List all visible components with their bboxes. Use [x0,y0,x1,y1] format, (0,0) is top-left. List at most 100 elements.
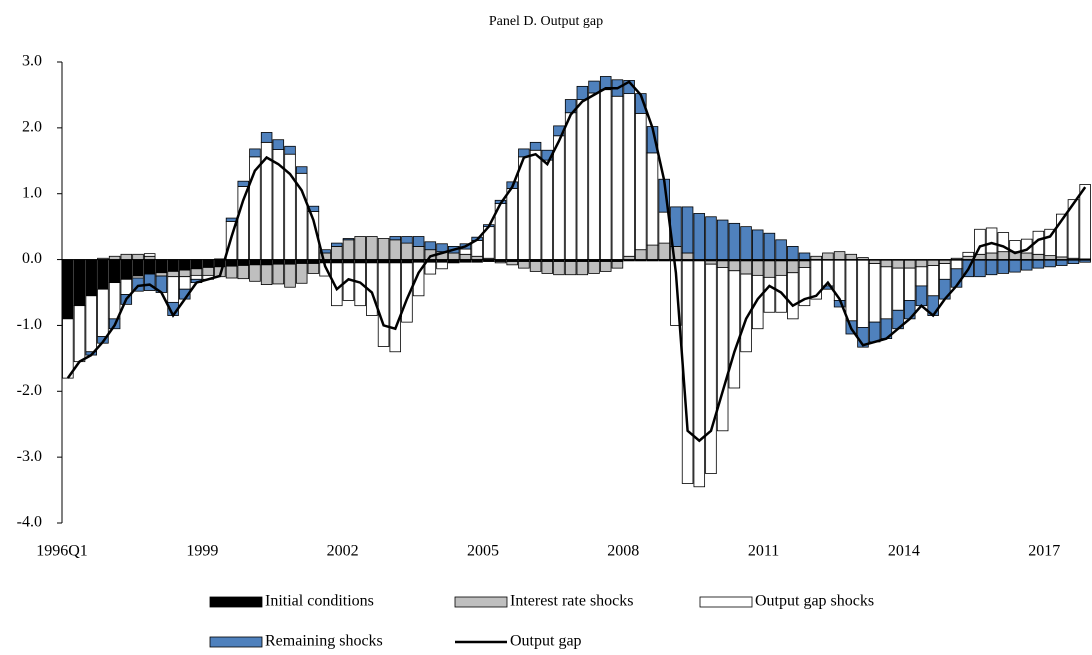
bar [787,245,799,260]
bar [190,259,203,270]
bar [447,261,460,264]
y-tick-label: -1.0 [17,316,42,333]
bar [740,273,752,353]
legend-label: Remaining shocks [265,633,383,650]
legend-swatch [454,596,508,608]
bar [904,259,916,269]
bar [307,259,320,264]
bar [412,245,425,260]
bar [179,276,191,290]
bar [97,259,109,290]
bar [529,141,542,151]
bar [167,259,179,272]
bar [892,259,904,269]
bar [518,156,530,260]
bar [611,261,624,269]
bar [576,99,589,260]
bar [670,260,682,326]
x-tick-label: 2011 [748,543,779,560]
bar [588,261,600,274]
legend-label: Initial conditions [265,593,374,610]
bar [237,265,249,280]
bar [693,260,706,488]
bar [459,248,472,255]
bar [342,238,355,241]
bar [132,259,144,277]
bar [108,259,121,284]
bar [681,252,694,260]
bar [564,99,577,114]
bar [798,252,811,260]
bar [728,222,741,260]
bar [599,89,612,260]
legend-swatch [699,596,753,608]
bar [190,268,203,276]
bar [272,259,285,265]
bar [985,227,998,254]
bar [564,261,577,276]
bar [728,260,741,272]
y-tick-label: -2.0 [17,382,42,399]
bar [424,241,437,251]
y-tick-label: 2.0 [22,119,42,136]
bar [763,260,776,278]
bar [751,260,764,276]
y-tick-label: 0.0 [22,250,42,267]
bar [401,242,413,260]
bar [62,259,74,320]
line [66,80,1087,443]
bar [307,263,320,274]
bar [518,261,530,269]
bar [529,261,542,272]
bar [541,159,554,260]
bar [436,261,448,270]
bar [120,278,133,295]
bar [787,260,799,274]
bar [716,219,729,260]
bar [73,259,86,307]
bar [857,259,869,328]
bar [249,264,261,282]
x-tick-label: 1999 [186,543,218,560]
bar [728,270,741,389]
bar [775,239,787,260]
bar [295,263,308,284]
bar [705,216,717,260]
bar [366,236,378,260]
bar [716,267,729,432]
bar [705,260,717,265]
bar [73,305,86,363]
chart-title: Panel D. Output gap [489,14,603,29]
x-tick-label: 2008 [607,543,639,560]
bar [1056,259,1068,266]
bar [845,259,858,322]
bar [798,260,811,268]
bar [284,263,296,288]
bar [962,251,974,257]
bar [295,259,308,264]
bar [506,261,518,266]
x-tick-label: 2014 [888,543,920,560]
bar [272,263,285,285]
bar [295,166,308,174]
bar [868,321,881,343]
bar [389,236,402,241]
bar [681,206,694,254]
legend-label: Output gap shocks [755,593,874,610]
legend-swatch [209,636,263,648]
bar [155,259,168,274]
bar [377,262,390,347]
bar [319,249,331,254]
bar [62,318,74,379]
bar [868,259,881,264]
bar [506,188,518,260]
bar [1020,259,1033,271]
bar [155,272,168,277]
bar [1044,255,1056,260]
bar [635,249,647,260]
x-tick-label: 2002 [327,543,359,560]
bar [249,259,261,266]
bar [389,239,402,260]
bar [927,259,939,266]
